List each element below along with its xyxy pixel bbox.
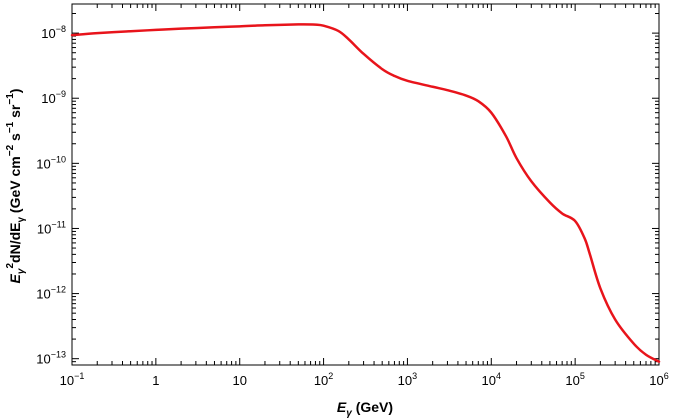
- x-axis-title: Eγ (GeV): [337, 399, 393, 419]
- x-tick-label: 106: [649, 371, 668, 388]
- x-tick-label: 104: [482, 371, 501, 388]
- x-tick-label: 105: [565, 371, 584, 388]
- y-tick-labels: 10−13 10−12 10−11 10−10 10−9 10−8: [36, 24, 66, 367]
- series-line: [70, 23, 661, 363]
- y-tick-label: 10−13: [36, 350, 66, 367]
- plot-frame: [71, 3, 660, 366]
- x-tick-label: 102: [314, 371, 333, 388]
- x-tick-label: 1: [152, 373, 159, 388]
- x-tick-label: 103: [398, 371, 417, 388]
- y-tick-label: 10−12: [36, 285, 66, 302]
- y-tick-label: 10−10: [36, 154, 66, 171]
- y-tick-label: 10−11: [37, 219, 66, 236]
- y-tick-label: 10−8: [41, 24, 66, 41]
- ticks: [71, 4, 660, 366]
- x-tick-label: 10: [232, 373, 246, 388]
- x-tick-labels: 10−1 1 10 102 103 104 105 106: [60, 371, 669, 388]
- x-tick-label: 10−1: [60, 371, 85, 388]
- y-tick-label: 10−9: [41, 89, 66, 106]
- y-axis-title: Eγ2dN/dEγ (GeV cm−2 s−1 sr−1): [5, 89, 27, 284]
